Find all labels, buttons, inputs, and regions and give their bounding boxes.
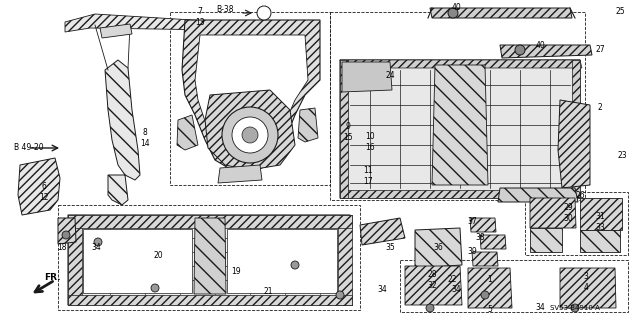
Polygon shape	[405, 266, 462, 305]
Polygon shape	[18, 158, 60, 215]
Polygon shape	[432, 65, 488, 185]
Circle shape	[448, 8, 458, 18]
Text: 34: 34	[91, 243, 101, 253]
Polygon shape	[580, 230, 620, 252]
Text: SV53-B4910 A: SV53-B4910 A	[550, 305, 600, 311]
Polygon shape	[360, 218, 405, 245]
Text: B 49-20: B 49-20	[14, 144, 44, 152]
Circle shape	[94, 238, 102, 246]
Polygon shape	[195, 35, 308, 162]
Text: 7
13: 7 13	[195, 7, 205, 27]
Polygon shape	[65, 14, 225, 32]
Text: 40: 40	[451, 4, 461, 12]
Circle shape	[426, 304, 434, 312]
Text: 18: 18	[57, 243, 67, 253]
Polygon shape	[500, 45, 592, 58]
Text: 24: 24	[385, 71, 395, 80]
Text: 28
32: 28 32	[427, 270, 437, 290]
Polygon shape	[340, 60, 580, 198]
Circle shape	[291, 261, 299, 269]
Circle shape	[151, 284, 159, 292]
Text: 29
30: 29 30	[563, 203, 573, 223]
Polygon shape	[472, 252, 498, 266]
Text: 19: 19	[231, 268, 241, 277]
Text: 39: 39	[467, 248, 477, 256]
Polygon shape	[58, 218, 76, 244]
Polygon shape	[498, 188, 578, 202]
Circle shape	[515, 45, 525, 55]
Polygon shape	[530, 198, 576, 228]
Text: 20: 20	[153, 251, 163, 261]
Text: 35: 35	[385, 243, 395, 253]
Polygon shape	[340, 60, 582, 68]
Polygon shape	[177, 115, 198, 150]
Text: 25: 25	[615, 8, 625, 17]
Text: 3
4: 3 4	[584, 272, 588, 292]
Polygon shape	[480, 235, 506, 249]
Polygon shape	[68, 215, 352, 305]
Text: 36: 36	[433, 243, 443, 253]
Polygon shape	[227, 229, 337, 293]
Text: 11
17: 11 17	[363, 166, 373, 186]
Circle shape	[571, 304, 579, 312]
Circle shape	[242, 127, 258, 143]
Polygon shape	[108, 175, 128, 205]
Polygon shape	[468, 268, 512, 308]
Text: 5: 5	[488, 306, 492, 315]
Text: 9
15: 9 15	[343, 122, 353, 142]
Polygon shape	[470, 218, 496, 232]
Text: 26: 26	[575, 191, 585, 201]
Text: 21: 21	[263, 287, 273, 296]
Text: FR.: FR.	[44, 272, 60, 281]
Polygon shape	[182, 20, 320, 172]
Text: 34: 34	[535, 303, 545, 313]
Polygon shape	[105, 60, 140, 180]
Circle shape	[481, 291, 489, 299]
Text: 8
14: 8 14	[140, 128, 150, 148]
Text: 1: 1	[488, 276, 492, 285]
Polygon shape	[430, 8, 572, 18]
Polygon shape	[560, 268, 616, 308]
Polygon shape	[298, 108, 318, 142]
Polygon shape	[342, 62, 392, 92]
Polygon shape	[572, 60, 580, 198]
Circle shape	[257, 6, 271, 20]
Polygon shape	[340, 190, 580, 198]
Text: 31
33: 31 33	[595, 212, 605, 232]
Polygon shape	[218, 165, 262, 183]
Polygon shape	[83, 229, 192, 293]
Text: 38: 38	[475, 233, 485, 241]
Text: 37: 37	[467, 218, 477, 226]
Polygon shape	[68, 215, 352, 228]
Text: 2: 2	[598, 103, 602, 113]
Polygon shape	[530, 228, 562, 252]
Polygon shape	[340, 60, 348, 198]
Polygon shape	[68, 295, 352, 305]
Text: 34: 34	[377, 286, 387, 294]
Polygon shape	[415, 228, 462, 268]
Circle shape	[336, 291, 344, 299]
Polygon shape	[100, 24, 132, 38]
Text: 22: 22	[447, 276, 457, 285]
Text: 23: 23	[617, 151, 627, 160]
Polygon shape	[68, 215, 82, 305]
Polygon shape	[580, 198, 622, 230]
Text: 40: 40	[535, 41, 545, 50]
Circle shape	[222, 107, 278, 163]
Text: 10
16: 10 16	[365, 132, 375, 152]
Text: 34: 34	[451, 286, 461, 294]
Text: 27: 27	[595, 46, 605, 55]
Circle shape	[62, 231, 70, 239]
Polygon shape	[194, 218, 226, 294]
Polygon shape	[558, 100, 590, 188]
Text: 6
12: 6 12	[39, 182, 49, 202]
Text: B-38: B-38	[216, 4, 234, 13]
Circle shape	[232, 117, 268, 153]
Polygon shape	[338, 215, 352, 305]
Polygon shape	[205, 90, 295, 170]
